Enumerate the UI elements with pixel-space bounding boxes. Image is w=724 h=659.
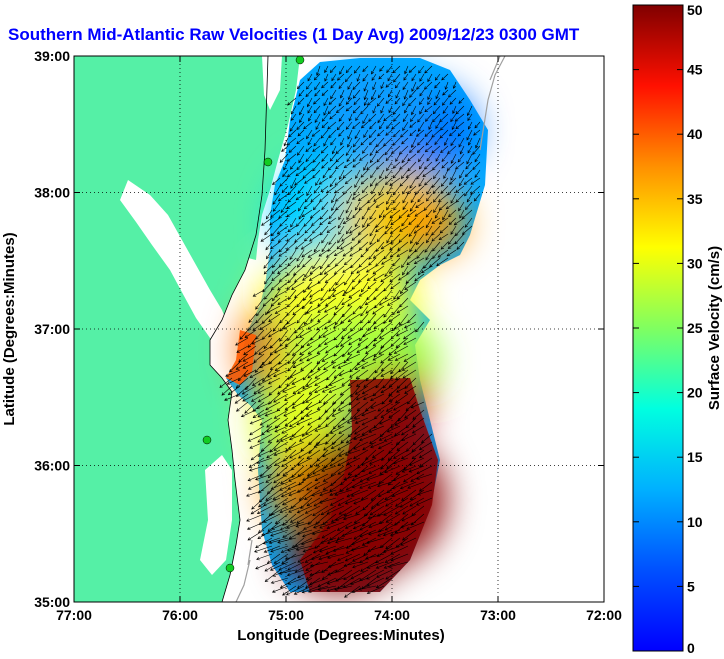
x-axis-label: Longitude (Degrees:Minutes) — [237, 627, 445, 644]
radar-station-marker — [263, 157, 273, 167]
grid-lines — [74, 56, 604, 602]
colorbar-tick-label: 15 — [687, 449, 703, 465]
colorbar-tick-label: 35 — [687, 191, 703, 207]
x-tick-label: 77:00 — [56, 607, 92, 623]
chart-title: Southern Mid-Atlantic Raw Velocities (1 … — [8, 25, 580, 44]
x-axis: 77:00 76:00 75:00 74:00 73:00 72:00 — [56, 56, 622, 623]
y-tick-label: 36:00 — [34, 458, 70, 474]
land-delmarva — [248, 56, 300, 260]
y-tick-label: 35:00 — [34, 594, 70, 610]
x-tick-label: 76:00 — [162, 607, 198, 623]
radar-station-marker — [295, 56, 305, 65]
colorbar-tick-label: 50 — [687, 2, 703, 18]
pamlico-sound — [200, 455, 232, 575]
x-tick-label: 72:00 — [586, 607, 622, 623]
shoreline — [209, 56, 269, 602]
colorbar — [632, 4, 684, 652]
x-tick-label: 74:00 — [374, 607, 410, 623]
radar-station-marker — [225, 563, 235, 573]
colorbar-tick-label: 20 — [687, 385, 703, 401]
colorbar-tick-label: 45 — [687, 62, 703, 78]
colorbar-tick-label: 25 — [687, 320, 703, 336]
y-tick-label: 38:00 — [34, 185, 70, 201]
x-tick-label: 75:00 — [268, 607, 304, 623]
plot-area — [74, 56, 604, 602]
colorbar-tick-label: 0 — [687, 640, 695, 656]
y-axis: 35:00 36:00 37:00 38:00 39:00 — [34, 48, 604, 610]
y-tick-label: 37:00 — [34, 321, 70, 337]
velocity-vectors — [219, 65, 481, 598]
colorbar-tick-label: 5 — [687, 578, 695, 594]
colorbar-tick-label: 30 — [687, 255, 703, 271]
radar-station-marker — [202, 435, 212, 445]
colorbar-ticks: 0 5 10 15 20 25 30 35 40 45 50 — [633, 2, 703, 656]
y-axis-label: Latitude (Degrees:Minutes) — [1, 232, 18, 425]
chesapeake-bay — [120, 180, 230, 345]
colorbar-tick-label: 10 — [687, 514, 703, 530]
colorbar-tick-label: 40 — [687, 126, 703, 142]
coastline-outline — [235, 56, 506, 602]
velocity-arrows — [219, 65, 481, 598]
x-tick-label: 73:00 — [480, 607, 516, 623]
y-tick-label: 39:00 — [34, 48, 70, 64]
colorbar-label: Surface Velocity (cm/s) — [706, 246, 723, 410]
